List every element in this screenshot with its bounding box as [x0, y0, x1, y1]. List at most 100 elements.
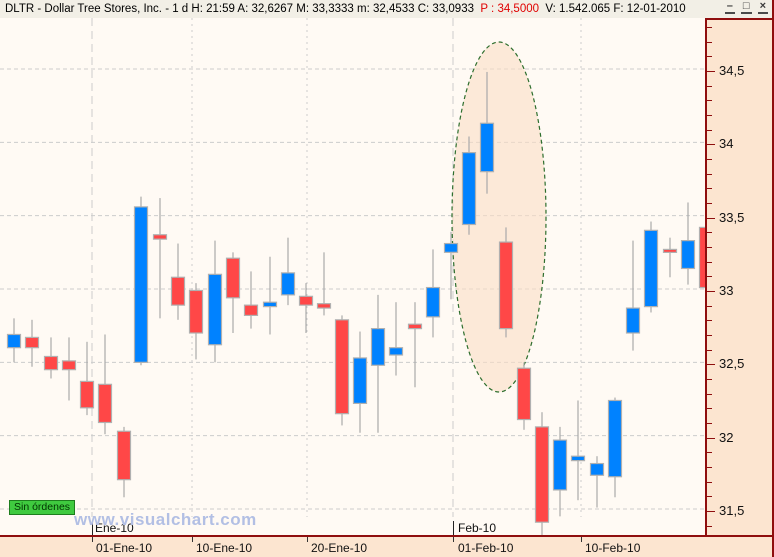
price-tick-major: [707, 511, 715, 512]
candle-down: [24, 336, 40, 349]
window-title: DLTR - Dollar Tree Stores, Inc. - 1 d H:…: [0, 3, 686, 15]
candle-up: [570, 455, 586, 462]
candle-up: [280, 272, 296, 296]
candle-down: [170, 276, 186, 306]
status-badge: Sin órdenes: [9, 500, 76, 515]
candle-down: [534, 426, 550, 523]
chart-region: 34,5 34 33,5 33 32,5 32 31,5 Ene-10 Feb-10 Sin …: [0, 18, 772, 537]
candle-up: [352, 357, 368, 405]
candle-down: [79, 380, 95, 409]
title-quote-info: DLTR - Dollar Tree Stores, Inc. - 1 d H:…: [5, 3, 474, 15]
price-tick-minor: [707, 481, 712, 483]
date-label: 01-Feb-10: [458, 541, 514, 555]
date-label: 01-Ene-10: [96, 541, 153, 555]
price-tick-major: [707, 217, 715, 219]
candlestick-plot[interactable]: [0, 18, 705, 537]
candle-down: [498, 241, 514, 330]
price-tick-minor: [707, 247, 712, 248]
window-titlebar: DLTR - Dollar Tree Stores, Inc. - 1 d H:…: [0, 0, 772, 18]
month-label: Ene-10: [95, 521, 134, 535]
date-tick: [453, 537, 454, 542]
price-tick-minor: [707, 232, 712, 234]
price-tick-minor: [707, 408, 712, 410]
candle-down: [698, 226, 705, 289]
minimize-button[interactable]: –: [724, 0, 735, 14]
price-tick-minor: [707, 26, 712, 28]
candle-up: [262, 301, 278, 308]
price-tick-minor: [707, 452, 712, 454]
price-tick-major: [707, 364, 715, 366]
price-tick-minor: [707, 349, 712, 351]
price-axis[interactable]: 34,5 34 33,5 33 32,5 32 31,5: [705, 18, 772, 537]
candle-up: [6, 333, 22, 349]
price-tick-minor: [707, 188, 712, 190]
price-tick-minor: [707, 467, 712, 468]
candle-down: [316, 303, 332, 309]
price-tick-minor: [707, 115, 712, 116]
title-last-price: P : 34,5000: [480, 3, 540, 15]
candle-down: [116, 430, 132, 481]
title-volume-date: V: 1.542.065 F: 12-01-2010: [545, 3, 686, 15]
candle-up: [207, 273, 223, 346]
price-tick-minor: [707, 129, 712, 131]
candle-up: [388, 347, 404, 356]
price-tick-minor: [707, 393, 712, 395]
candle-up: [443, 242, 459, 253]
price-tick-label: 34: [719, 136, 734, 152]
candle-down: [43, 355, 59, 371]
price-tick-minor: [707, 85, 712, 87]
candle-down: [97, 383, 113, 424]
price-tick-label: 34,5: [719, 63, 745, 78]
price-tick-minor: [707, 276, 712, 278]
candle-down: [243, 304, 259, 317]
candle-down: [516, 367, 532, 421]
price-tick-label: 32: [719, 429, 734, 445]
date-axis-band[interactable]: 01-Ene-10 10-Ene-10 20-Ene-10 01-Feb-10 10-F…: [0, 537, 772, 557]
date-tick: [192, 537, 193, 542]
price-tick-major: [707, 144, 715, 146]
price-tick-minor: [707, 496, 712, 498]
date-tick: [581, 537, 582, 542]
window-controls: – □ ×: [724, 0, 768, 14]
price-tick-minor: [707, 41, 712, 43]
price-tick-label: 33: [719, 283, 734, 298]
candle-down: [662, 248, 678, 254]
candle-down: [61, 360, 77, 371]
price-tick-minor: [707, 159, 712, 160]
price-tick-minor: [707, 379, 712, 380]
candle-down: [407, 323, 423, 330]
candle-up: [552, 439, 568, 491]
price-tick-minor: [707, 203, 712, 204]
candle-up: [133, 206, 149, 363]
price-tick-minor: [707, 261, 712, 263]
candle-up: [625, 307, 641, 334]
price-tick-major: [707, 291, 715, 292]
candle-down: [152, 234, 168, 240]
price-tick-major: [707, 71, 715, 72]
candle-up: [607, 399, 623, 478]
candle-up: [589, 462, 605, 476]
price-tick-label: 33,5: [719, 209, 745, 225]
price-tick-minor: [707, 305, 712, 307]
maximize-button[interactable]: □: [740, 0, 752, 14]
candle-down: [188, 289, 204, 334]
annotation-ellipse: [451, 41, 547, 393]
candle-up: [479, 122, 495, 173]
month-label: Feb-10: [458, 521, 497, 535]
price-tick-minor: [707, 56, 712, 58]
close-button[interactable]: ×: [757, 0, 768, 14]
price-tick-minor: [707, 320, 712, 322]
date-tick: [307, 537, 308, 542]
price-tick-minor: [707, 100, 712, 102]
price-tick-minor: [707, 173, 712, 175]
month-tick: [92, 521, 93, 535]
price-tick-minor: [707, 423, 712, 424]
candle-down: [334, 319, 350, 415]
date-label: 10-Ene-10: [196, 541, 253, 555]
candle-up: [370, 328, 386, 366]
price-tick-label: 32,5: [719, 356, 745, 372]
date-label: 10-Feb-10: [585, 541, 641, 555]
date-tick: [92, 537, 93, 542]
time-axis-line: [0, 535, 772, 537]
